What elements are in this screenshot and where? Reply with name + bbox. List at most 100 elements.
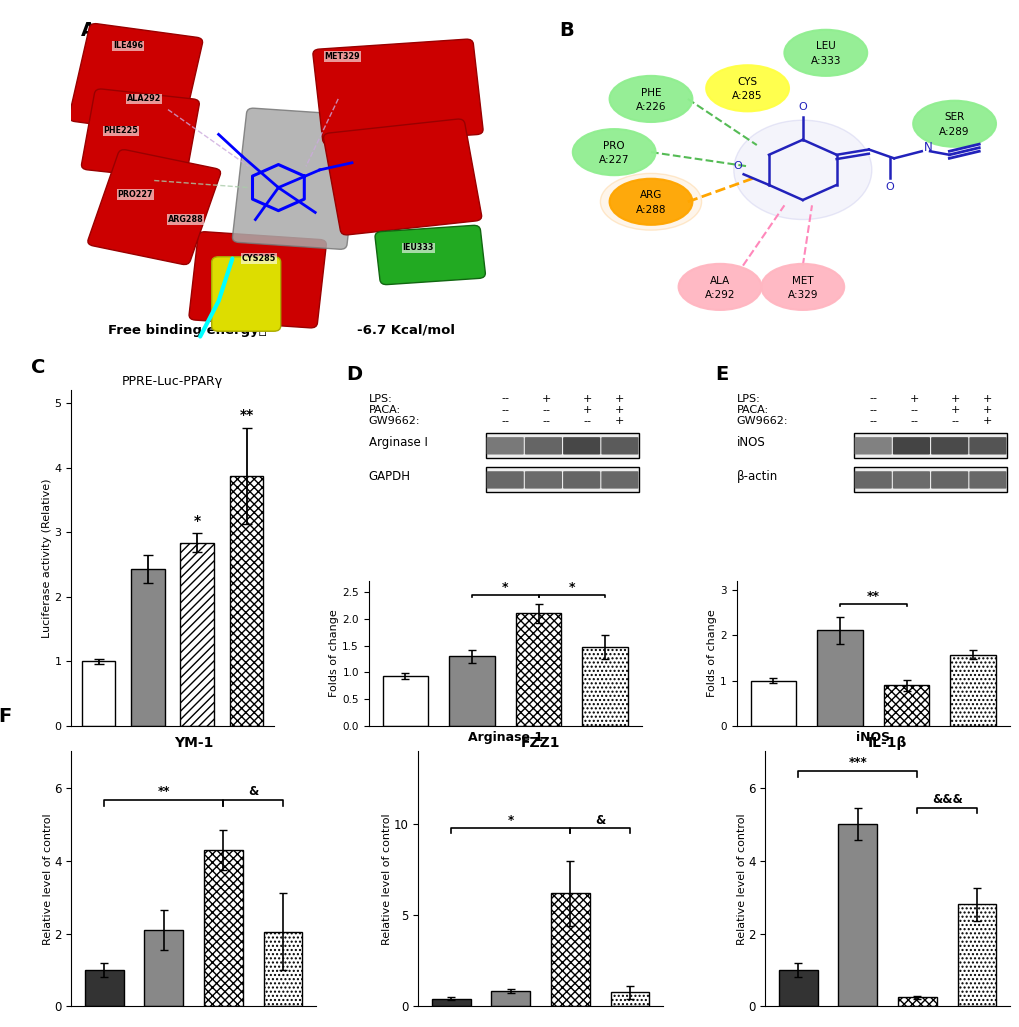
Text: Free binding energy：: Free binding energy：: [108, 324, 267, 337]
Text: A:333: A:333: [810, 55, 841, 66]
Text: O: O: [884, 183, 893, 192]
Text: --: --: [909, 416, 917, 426]
Text: ILE496: ILE496: [113, 41, 143, 50]
Text: ALA: ALA: [709, 275, 730, 286]
FancyBboxPatch shape: [375, 225, 485, 284]
Text: +: +: [982, 393, 991, 404]
Bar: [750, 681, 795, 726]
Ellipse shape: [705, 66, 789, 111]
FancyBboxPatch shape: [968, 438, 1006, 455]
Text: iNOS: iNOS: [736, 435, 764, 449]
Bar: [85, 969, 123, 1006]
Text: A:226: A:226: [635, 102, 665, 112]
Ellipse shape: [678, 264, 760, 310]
Bar: [816, 631, 862, 726]
Text: PRO: PRO: [603, 141, 625, 151]
Bar: [853, 433, 1006, 458]
Text: F: F: [0, 707, 11, 725]
Text: A:227: A:227: [598, 155, 629, 165]
Text: B: B: [558, 21, 574, 40]
Text: MET: MET: [791, 275, 813, 286]
Bar: [229, 477, 263, 726]
Text: *: *: [568, 581, 575, 594]
Text: --: --: [542, 416, 549, 426]
Bar: [950, 655, 995, 726]
Text: O: O: [733, 161, 742, 172]
Ellipse shape: [600, 174, 701, 230]
Text: &: &: [248, 786, 258, 798]
FancyBboxPatch shape: [892, 438, 929, 455]
Bar: [779, 969, 817, 1006]
Ellipse shape: [609, 179, 692, 225]
Bar: [610, 992, 649, 1006]
Text: C: C: [31, 357, 45, 377]
Text: --: --: [868, 416, 876, 426]
Text: **: **: [157, 786, 170, 798]
Text: *: *: [507, 813, 514, 827]
Text: A:292: A:292: [704, 290, 735, 300]
FancyBboxPatch shape: [82, 89, 199, 180]
FancyBboxPatch shape: [854, 471, 891, 489]
Text: &: &: [594, 813, 604, 827]
Text: A:288: A:288: [635, 204, 665, 215]
Text: β-actin: β-actin: [736, 470, 777, 483]
Title: YM-1: YM-1: [173, 736, 213, 750]
X-axis label: Arginase 1: Arginase 1: [467, 731, 542, 745]
Y-axis label: Relative level of control: Relative level of control: [382, 813, 392, 945]
Bar: [448, 656, 494, 726]
Bar: [382, 676, 428, 726]
Bar: [204, 849, 243, 1006]
Text: ARG288: ARG288: [168, 215, 204, 224]
Text: --: --: [542, 405, 549, 415]
Text: D: D: [346, 366, 363, 384]
Text: +: +: [582, 393, 591, 404]
FancyBboxPatch shape: [930, 438, 967, 455]
Text: +: +: [909, 393, 918, 404]
Text: +: +: [614, 393, 624, 404]
Text: O: O: [798, 103, 806, 112]
FancyBboxPatch shape: [968, 471, 1006, 489]
Text: LPS:: LPS:: [736, 393, 759, 404]
Text: PHE: PHE: [640, 87, 660, 98]
Bar: [883, 685, 928, 726]
FancyBboxPatch shape: [323, 119, 481, 235]
Text: A:329: A:329: [787, 290, 817, 300]
Text: +: +: [982, 405, 991, 415]
Ellipse shape: [912, 101, 995, 147]
FancyBboxPatch shape: [562, 438, 599, 455]
Bar: [486, 467, 639, 492]
Y-axis label: Folds of change: Folds of change: [707, 610, 716, 697]
FancyBboxPatch shape: [601, 438, 638, 455]
Text: GW9662:: GW9662:: [368, 416, 420, 426]
Bar: [550, 893, 589, 1006]
Text: A:289: A:289: [938, 126, 969, 137]
Bar: [582, 647, 627, 726]
Text: ARG: ARG: [639, 190, 661, 200]
Bar: [145, 929, 183, 1006]
Text: **: **: [866, 591, 878, 604]
Text: MET329: MET329: [324, 52, 360, 61]
Text: ALA292: ALA292: [126, 94, 161, 104]
Text: N: N: [923, 141, 932, 154]
Bar: [263, 931, 302, 1006]
Text: +: +: [541, 393, 550, 404]
Text: GW9662:: GW9662:: [736, 416, 788, 426]
FancyBboxPatch shape: [486, 471, 523, 489]
Ellipse shape: [573, 129, 655, 176]
Text: +: +: [582, 405, 591, 415]
X-axis label: iNOS: iNOS: [855, 731, 890, 745]
Y-axis label: Relative level of control: Relative level of control: [43, 813, 53, 945]
Bar: [180, 542, 214, 726]
Text: --: --: [868, 405, 876, 415]
Text: --: --: [868, 393, 876, 404]
Bar: [82, 661, 115, 726]
Text: IEU333: IEU333: [403, 243, 433, 253]
Text: --: --: [500, 393, 508, 404]
FancyBboxPatch shape: [313, 39, 483, 145]
Ellipse shape: [733, 120, 871, 220]
Bar: [853, 467, 1006, 492]
Bar: [957, 905, 996, 1006]
Text: （μM）：: （μM）：: [71, 787, 108, 797]
Text: PACA:: PACA:: [368, 405, 400, 415]
Text: +: +: [950, 405, 959, 415]
